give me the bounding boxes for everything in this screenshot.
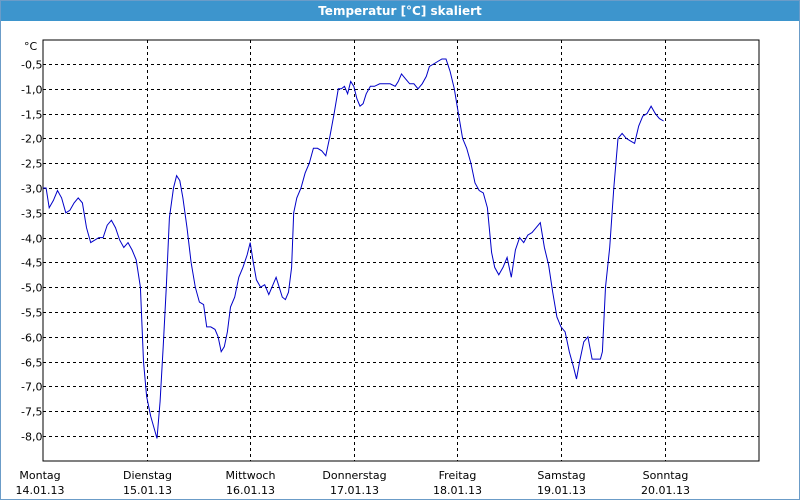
x-tick-day: Mittwoch [226,469,276,482]
y-tick-label: -4,0 [21,233,42,246]
temperature-series-line [43,58,664,439]
y-tick-labels: -0,5 -1,0 -1,5 -2,0 -2,5 -3,0 -3,5 -4,0 -4,5 -5,0… [21,59,42,444]
chart-title: Temperatur [°C] skaliert [1,1,799,21]
y-gridlines [43,64,759,437]
x-tick-date: 17.01.13 [330,484,379,497]
x-gridlines [147,40,666,461]
y-tick-label: -0,5 [21,59,42,72]
x-tick-date: 15.01.13 [123,484,172,497]
x-tick-day: Dienstag [123,469,172,482]
y-axis-unit-label: °C [24,40,38,53]
x-tick-day: Donnerstag [322,469,386,482]
y-tick-label: -1,0 [21,84,42,97]
y-tick-label: -6,0 [21,332,42,345]
x-tick-date: 18.01.13 [433,484,482,497]
y-tick-label: -2,0 [21,133,42,146]
x-tick-date: 14.01.13 [16,484,65,497]
series-group [43,58,664,439]
x-tick-date: 20.01.13 [641,484,690,497]
x-tick-date: 19.01.13 [537,484,586,497]
y-tick-label: -5,5 [21,307,42,320]
y-tick-label: -3,5 [21,208,42,221]
y-tick-label: -8,0 [21,431,42,444]
plot-area [42,39,760,462]
y-tick-label: -5,0 [21,282,42,295]
x-tick-day: Sonntag [643,469,689,482]
y-tick-label: -7,5 [21,406,42,419]
x-tick-day: Freitag [439,469,477,482]
x-tick-day: Montag [19,469,60,482]
x-tick-date: 16.01.13 [226,484,275,497]
y-tick-label: -1,5 [21,109,42,122]
y-tick-label: -6,5 [21,357,42,370]
y-tick-label: -3,0 [21,183,42,196]
y-tick-label: -4,5 [21,257,42,270]
y-tick-label: -7,0 [21,381,42,394]
y-tick-label: -2,5 [21,158,42,171]
x-tick-day: Samstag [537,469,585,482]
x-tick-labels: Montag 14.01.13 Dienstag 15.01.13 Mittwoch 16… [16,469,690,497]
